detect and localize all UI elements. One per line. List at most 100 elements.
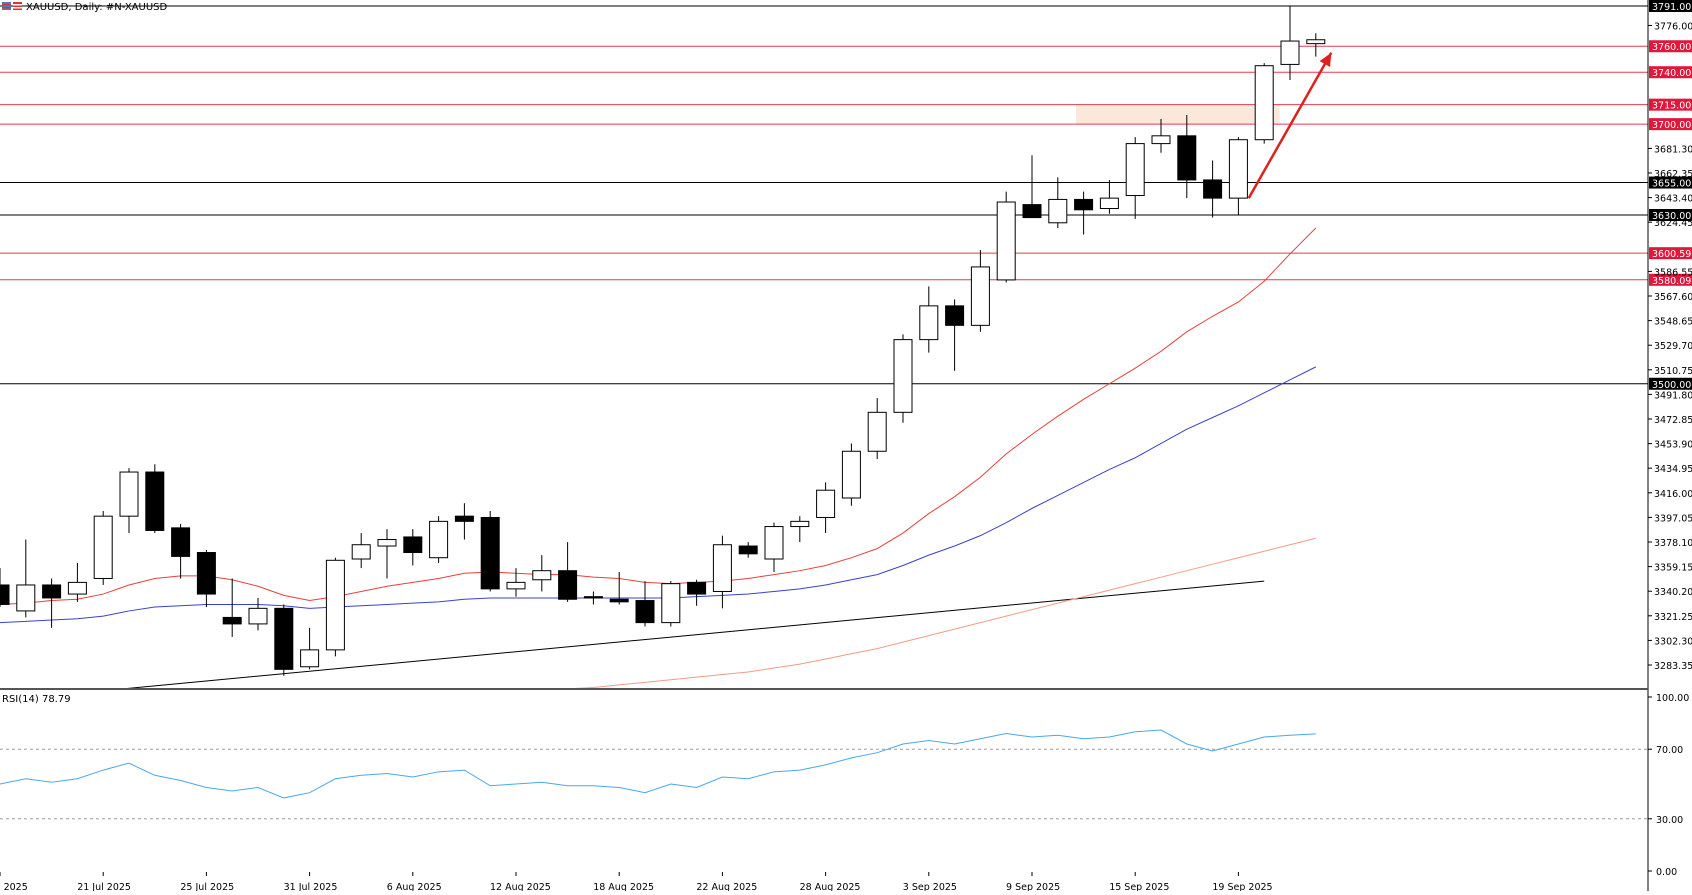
candle[interactable] (841, 443, 861, 506)
level-label: 3760.00 (1652, 42, 1691, 53)
candle[interactable] (1074, 191, 1094, 235)
candle[interactable] (274, 604, 294, 676)
candle[interactable] (42, 578, 62, 628)
price-tick-label: 3340.20 (1654, 587, 1692, 598)
candle[interactable] (712, 535, 732, 609)
candle[interactable] (893, 334, 913, 423)
candle-body (790, 520, 810, 528)
candle[interactable] (1151, 118, 1171, 153)
level-label-bg (1649, 66, 1692, 79)
price-tick-label: 3548.65 (1654, 317, 1692, 328)
candle[interactable] (558, 542, 578, 602)
candle-body (1125, 143, 1145, 197)
moving-average-line[interactable] (0, 366, 1317, 624)
candle[interactable] (687, 579, 707, 606)
candle[interactable] (790, 516, 810, 543)
candle[interactable] (1254, 63, 1274, 144)
candle[interactable] (93, 510, 113, 585)
candle-body (222, 616, 242, 625)
candle[interactable] (351, 533, 371, 569)
price-tick-label: 3662.35 (1654, 169, 1692, 180)
candle-body (93, 515, 113, 579)
flag-icon (2, 2, 11, 10)
candle[interactable] (919, 286, 939, 353)
candle[interactable] (325, 557, 345, 657)
moving-average-line[interactable] (0, 227, 1317, 605)
candle[interactable] (1280, 6, 1300, 80)
candle-body (300, 649, 320, 668)
candle[interactable] (583, 591, 603, 605)
candle[interactable] (661, 581, 681, 627)
candle[interactable] (1048, 177, 1068, 228)
candle[interactable] (996, 191, 1016, 283)
level-label-bg (1649, 98, 1692, 111)
rsi-tick-label: 0.00 (1656, 867, 1677, 878)
level-label-bg (1649, 273, 1692, 286)
trend-arrow-head (1319, 52, 1332, 68)
moving-average-line[interactable] (567, 537, 1316, 690)
candle[interactable] (506, 568, 526, 597)
candle[interactable] (0, 568, 10, 608)
candle[interactable] (764, 522, 784, 572)
date-tick-label: 9 Sep 2025 (1006, 882, 1060, 891)
candle[interactable] (532, 555, 552, 592)
candle[interactable] (1022, 155, 1042, 219)
candle[interactable] (377, 529, 397, 579)
candle-body (1254, 65, 1274, 141)
candle[interactable] (635, 581, 655, 627)
candle[interactable] (248, 597, 268, 631)
candle[interactable] (1306, 33, 1326, 57)
candle-body (1306, 39, 1326, 45)
candle-body (16, 584, 36, 612)
candle[interactable] (454, 503, 474, 540)
price-tick-label: 3359.15 (1654, 563, 1692, 574)
candle-body (454, 515, 474, 522)
candle[interactable] (222, 578, 242, 637)
candle[interactable] (816, 482, 836, 534)
trend-arrow-line[interactable] (1247, 52, 1333, 199)
candle-body (1099, 197, 1119, 210)
price-tick-label: 3643.40 (1654, 194, 1692, 205)
candle[interactable] (480, 510, 500, 592)
price-tick-label: 3491.80 (1654, 390, 1692, 401)
candle[interactable] (16, 539, 36, 618)
candle[interactable] (738, 542, 758, 558)
rsi-line[interactable] (0, 729, 1316, 799)
candle[interactable] (609, 571, 629, 605)
candle[interactable] (1228, 137, 1248, 216)
candle[interactable] (196, 549, 216, 608)
candle-body (661, 583, 681, 624)
candle[interactable] (300, 627, 320, 670)
date-tick-label: 6 Aug 2025 (387, 882, 442, 891)
candle[interactable] (119, 468, 139, 534)
candle[interactable] (1125, 137, 1145, 219)
candle-body (1022, 204, 1042, 219)
candle[interactable] (67, 562, 87, 602)
candle-body (841, 450, 861, 499)
chart-header: XAUUSD, Daily: #N-XAUUSD (2, 2, 168, 13)
candle-body (351, 544, 371, 560)
price-tick-label: 3624.45 (1654, 218, 1692, 229)
candle[interactable] (429, 516, 449, 563)
candle[interactable] (1203, 160, 1223, 218)
level-label: 3700.00 (1652, 120, 1691, 131)
candle[interactable] (171, 523, 191, 579)
candle[interactable] (145, 464, 165, 534)
flag-icon (13, 2, 22, 10)
candle-body (42, 584, 62, 599)
candle[interactable] (970, 250, 990, 332)
rsi-tick-label: 70.00 (1656, 745, 1683, 756)
level-label: 3500.00 (1652, 380, 1691, 391)
candle-body (1203, 179, 1223, 199)
price-tick-label: 3321.25 (1654, 612, 1692, 623)
candle[interactable] (1177, 115, 1197, 199)
level-label: 3600.59 (1652, 249, 1691, 260)
candle-body (945, 305, 965, 326)
candle[interactable] (403, 529, 423, 566)
date-tick-label: 3 Sep 2025 (903, 882, 957, 891)
level-label-bg (1649, 247, 1692, 260)
candle[interactable] (867, 398, 887, 460)
candle[interactable] (945, 299, 965, 371)
candle[interactable] (1099, 179, 1119, 214)
